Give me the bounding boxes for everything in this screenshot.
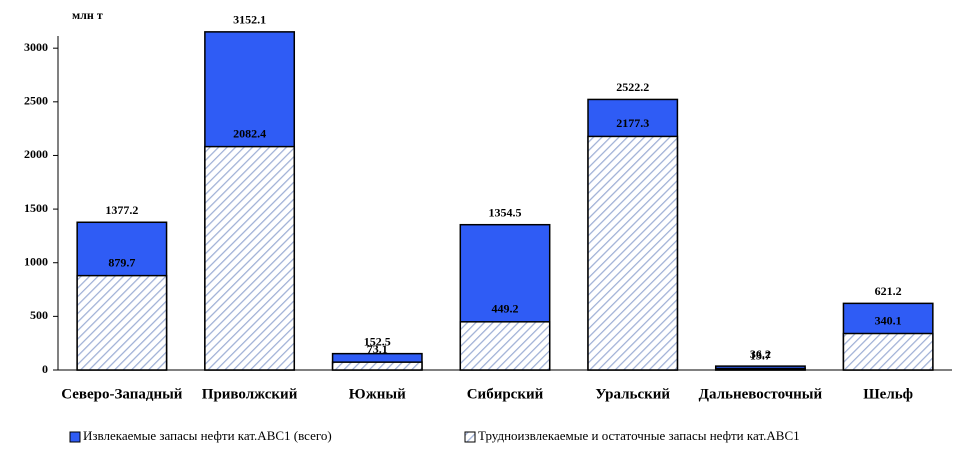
data-label: 1377.2 [105, 203, 138, 217]
y-tick-label: 2000 [24, 147, 48, 161]
data-label: 1354.5 [489, 205, 522, 219]
legend-swatch [69, 431, 81, 443]
data-label: 449.2 [492, 302, 519, 316]
data-label: 152.5 [364, 334, 391, 348]
y-tick-label: 3000 [24, 40, 48, 54]
bar [331, 361, 423, 371]
x-tick-label: Северо-Западный [61, 386, 183, 402]
x-tick-label: Шельф [863, 386, 913, 402]
x-tick-label: Сибирский [467, 386, 544, 402]
legend-label: Извлекаемые запасы нефти кат.АВС1 (всего… [83, 428, 332, 443]
data-label: 340.1 [875, 313, 902, 327]
data-label: 73.1 [367, 342, 388, 356]
y-tick-label: 1000 [24, 254, 48, 268]
y-tick-label: 500 [30, 308, 48, 322]
x-tick-label: Дальневосточный [699, 386, 823, 402]
bar [587, 135, 679, 371]
data-label: 879.7 [108, 255, 135, 269]
x-tick-label: Приволжский [202, 386, 298, 402]
data-label: 36.2 [750, 347, 771, 361]
bar [714, 367, 806, 371]
data-label: 13.7 [750, 348, 771, 362]
data-label: 2082.4 [233, 126, 266, 140]
legend-label: Трудноизвлекаемые и остаточные запасы не… [478, 428, 800, 443]
data-label: 3152.1 [233, 13, 266, 27]
data-label: 2522.2 [616, 80, 649, 94]
data-label: 2177.3 [616, 116, 649, 130]
legend-swatch [464, 431, 476, 443]
y-tick-label: 2500 [24, 94, 48, 108]
bar [459, 321, 551, 371]
y-tick-label: 0 [42, 362, 48, 376]
y-axis-label: млн т [72, 8, 103, 22]
bar [842, 332, 934, 371]
x-tick-label: Уральский [595, 386, 670, 402]
data-label: 621.2 [875, 284, 902, 298]
y-tick-label: 1500 [24, 201, 48, 215]
x-tick-label: Южный [349, 386, 406, 402]
bar [76, 274, 168, 371]
bar [204, 145, 296, 371]
